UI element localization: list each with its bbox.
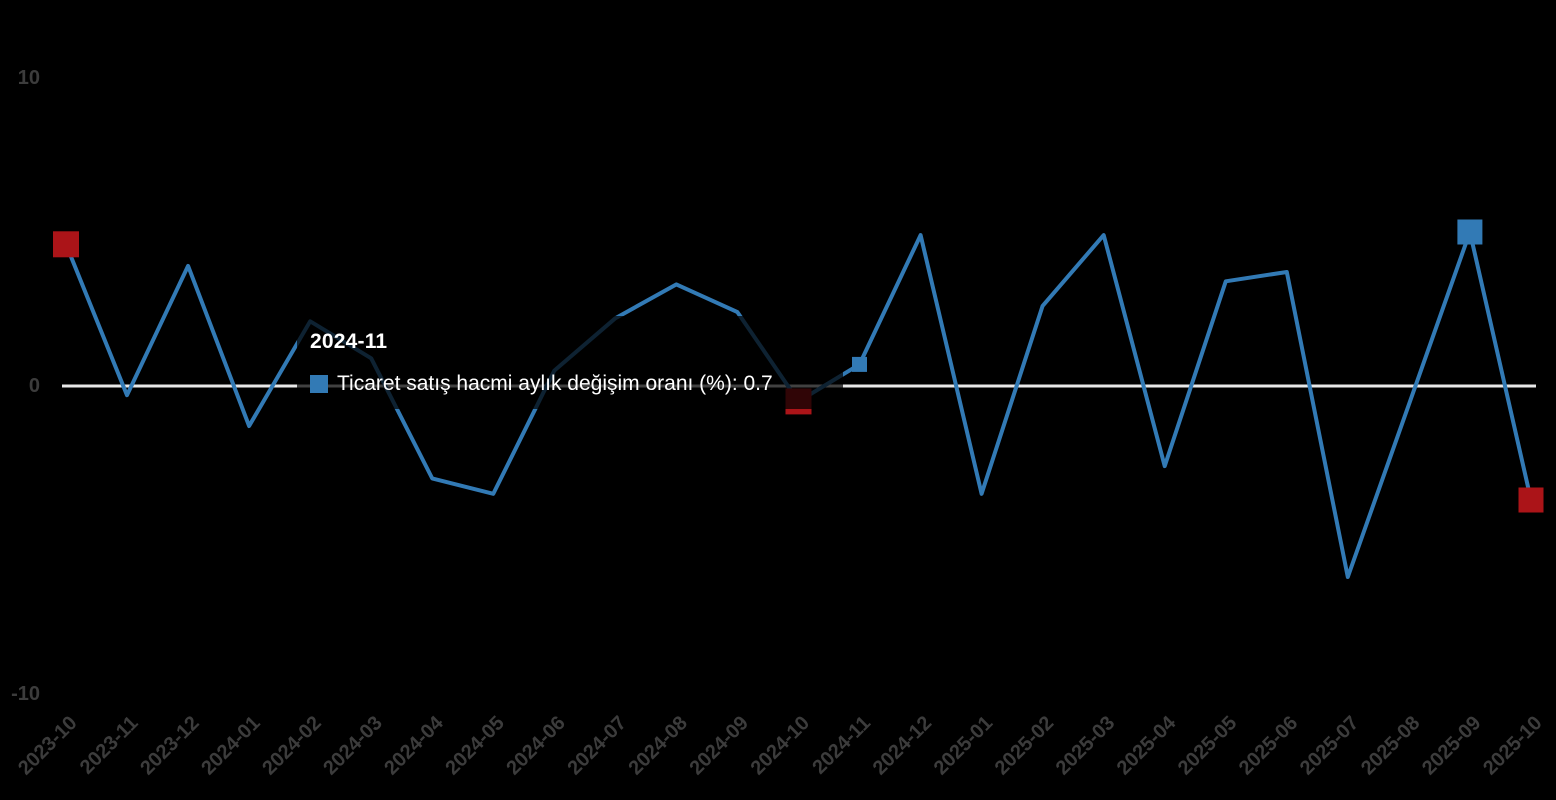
x-axis-label-2024-06: 2024-06 [502, 712, 569, 779]
x-axis-label-2024-07: 2024-07 [563, 712, 630, 779]
x-axis-label-2024-08: 2024-08 [624, 712, 691, 779]
x-axis-label-2024-12: 2024-12 [869, 712, 936, 779]
chart-tooltip: 2024-11 Ticaret satış hacmi aylık değişi… [297, 316, 843, 409]
y-axis-label-10: 10 [18, 67, 40, 89]
x-axis-label-2024-02: 2024-02 [258, 712, 325, 779]
x-axis-label-2025-06: 2025-06 [1235, 712, 1302, 779]
series-swatch-icon [310, 375, 328, 393]
x-axis-label-2024-09: 2024-09 [685, 712, 752, 779]
x-axis-label-2024-03: 2024-03 [319, 712, 386, 779]
x-axis-label-2024-01: 2024-01 [197, 712, 264, 779]
y-axis-label--10: -10 [11, 683, 40, 705]
x-axis-label-2024-10: 2024-10 [747, 712, 814, 779]
x-axis-label-2025-04: 2025-04 [1113, 711, 1181, 779]
x-axis-label-2024-05: 2024-05 [441, 712, 508, 779]
x-axis-label-2024-04: 2024-04 [380, 711, 448, 779]
hovered-point-marker[interactable] [852, 356, 867, 372]
x-axis-label-2023-12: 2023-12 [136, 712, 203, 779]
x-axis-label-2025-10: 2025-10 [1479, 712, 1546, 779]
x-axis-label-2025-07: 2025-07 [1296, 712, 1363, 779]
tooltip-series-row: Ticaret satış hacmi aylık değişim oranı … [310, 372, 773, 396]
x-axis-label-2025-01: 2025-01 [930, 712, 997, 779]
x-axis-label-2023-10: 2023-10 [14, 712, 81, 779]
marker-2025-10[interactable] [1518, 487, 1544, 513]
marker-2023-10[interactable] [53, 231, 79, 258]
x-axis-label-2025-03: 2025-03 [1052, 712, 1119, 779]
tooltip-series-value: Ticaret satış hacmi aylık değişim oranı … [337, 372, 773, 395]
marker-2025-09[interactable] [1457, 219, 1483, 245]
x-axis-label-2025-05: 2025-05 [1174, 712, 1241, 779]
x-axis-label-2025-09: 2025-09 [1418, 712, 1485, 779]
y-axis-label-0: 0 [29, 375, 40, 397]
x-axis-label-2025-02: 2025-02 [991, 712, 1058, 779]
x-axis-label-2024-11: 2024-11 [808, 712, 875, 779]
tooltip-date: 2024-11 [310, 330, 388, 353]
x-axis-label-2023-11: 2023-11 [76, 712, 143, 779]
x-axis-label-2025-08: 2025-08 [1357, 712, 1424, 779]
